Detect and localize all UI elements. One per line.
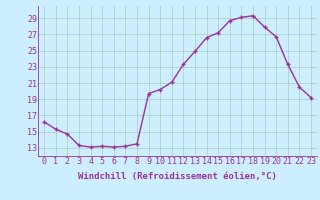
X-axis label: Windchill (Refroidissement éolien,°C): Windchill (Refroidissement éolien,°C) (78, 172, 277, 181)
